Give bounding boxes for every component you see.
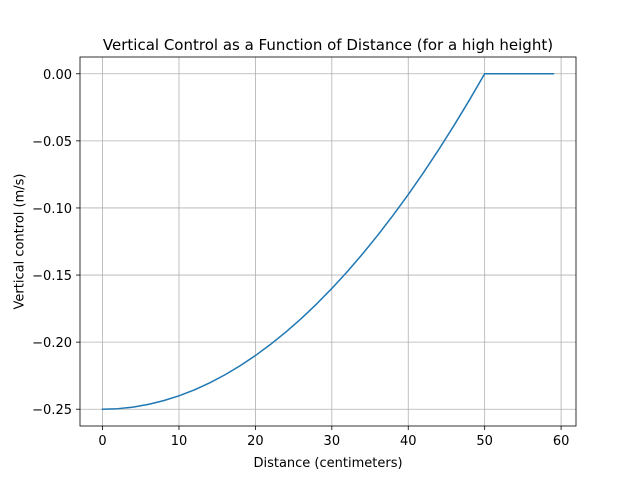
x-tick-label: 50 (476, 434, 493, 449)
y-tick-label: −0.05 (32, 135, 72, 150)
chart-title: Vertical Control as a Function of Distan… (103, 36, 553, 54)
x-axis-label: Distance (centimeters) (253, 456, 402, 471)
series-layer (101, 73, 555, 411)
x-tick-label: 20 (247, 434, 264, 449)
grid (80, 57, 576, 426)
x-tick-label: 0 (98, 434, 106, 449)
x-tick-label: 10 (171, 434, 188, 449)
y-axis-label: Vertical control (m/s) (13, 174, 28, 310)
x-tick-label: 30 (324, 434, 341, 449)
y-tick-label: −0.20 (32, 336, 72, 351)
y-tick-label: −0.15 (32, 269, 72, 284)
y-tick-label: −0.10 (32, 202, 72, 217)
plot-frame (79, 56, 577, 427)
y-tick-label: −0.25 (32, 403, 72, 418)
y-tick-label: 0.00 (43, 68, 72, 83)
ticks: 0 10 20 30 40 50 60 0.00 −0.05 −0.10 −0.15 −0.20 −0.… (32, 68, 569, 449)
x-tick-label: 60 (553, 434, 570, 449)
x-tick-label: 40 (400, 434, 417, 449)
series-line (101, 73, 555, 411)
